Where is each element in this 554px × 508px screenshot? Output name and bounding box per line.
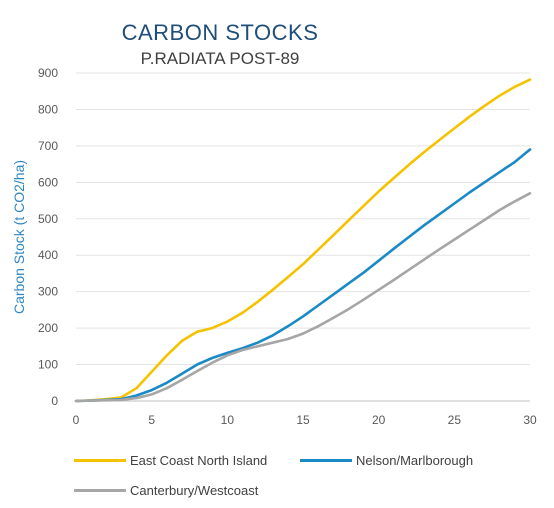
x-tick-label: 30 [523, 413, 537, 427]
y-tick-label: 600 [38, 175, 58, 189]
x-tick-label: 25 [448, 413, 462, 427]
legend-item-east-coast: East Coast North Island [74, 453, 267, 468]
x-tick-label: 10 [221, 413, 235, 427]
y-tick-label: 700 [38, 139, 58, 153]
legend-label-east-coast: East Coast North Island [130, 453, 268, 468]
legend-item-canterbury: Canterbury/Westcoast [74, 483, 258, 498]
y-tick-label: 800 [38, 102, 58, 116]
x-tick-label: 20 [372, 413, 386, 427]
legend-label-canterbury: Canterbury/Westcoast [130, 483, 259, 498]
chart-title: CARBON STOCKS [121, 20, 319, 45]
y-tick-label: 200 [38, 321, 58, 335]
series-line [74, 148, 532, 403]
x-tick-label: 0 [73, 413, 80, 427]
legend-label-nelson: Nelson/Marlborough [356, 453, 474, 468]
y-tick-label: 500 [38, 212, 58, 226]
y-tick-label: 100 [38, 358, 58, 372]
series-line [74, 78, 532, 403]
y-tick-label: 0 [51, 394, 58, 408]
x-tick-label: 5 [148, 413, 155, 427]
legend-swatch-canterbury [74, 489, 126, 492]
line-chart: 0 100 200 300 400 500 600 700 800 900 0 5 10 15 20 25 30… [11, 66, 537, 427]
y-tick-label: 400 [38, 248, 58, 262]
chart-subtitle: P.RADIATA POST-89 [140, 49, 300, 68]
legend-item-nelson: Nelson/Marlborough [300, 453, 473, 468]
legend-swatch-nelson [300, 459, 352, 462]
y-tick-label: 900 [38, 66, 58, 80]
series-line [74, 192, 532, 403]
y-tick-label: 300 [38, 285, 58, 299]
x-tick-label: 15 [296, 413, 310, 427]
legend-swatch-east-coast [74, 459, 126, 462]
y-axis-label: Carbon Stock (t CO2/ha) [11, 160, 27, 314]
